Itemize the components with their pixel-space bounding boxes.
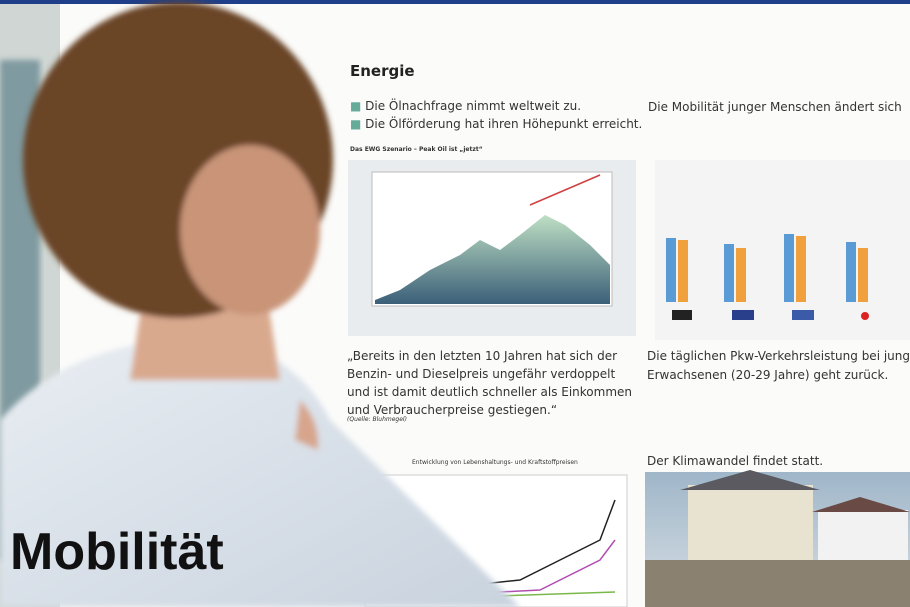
bullet-text: Die Ölnachfrage nimmt weltweit zu. — [365, 99, 581, 113]
climate-heading: Der Klimawandel findet statt. — [647, 454, 823, 468]
lower-chart-title: Entwicklung von Lebenshaltungs- und Kraf… — [412, 459, 578, 466]
quote-line: Benzin- und Dieselpreis ungefähr verdopp… — [347, 365, 632, 383]
bullet: ■ Die Ölförderung hat ihren Höhepunkt er… — [350, 117, 642, 131]
quote-line: „Bereits in den letzten 10 Jahren hat si… — [347, 347, 632, 365]
house — [688, 485, 813, 560]
flood — [645, 560, 910, 607]
section-title: Energie — [350, 62, 415, 80]
bullet-text: Die Ölförderung hat ihren Höhepunkt erre… — [365, 117, 642, 131]
right-heading: Die Mobilität junger Menschen ändert sic… — [648, 100, 902, 114]
house — [818, 510, 908, 562]
top-band — [0, 0, 910, 4]
overlay-title: Mobilität — [10, 522, 224, 582]
page: Energie ■ Die Ölnachfrage nimmt weltweit… — [0, 0, 910, 607]
quote-line: und ist damit deutlich schneller als Ein… — [347, 383, 632, 401]
quote-source: (Quelle: Bluhmegel) — [347, 416, 407, 423]
chart-title: Das EWG Szenario – Peak Oil ist „jetzt“ — [350, 146, 483, 153]
right-text-line: Erwachsenen (20-29 Jahre) geht zurück. — [647, 366, 910, 385]
right-text-line: Die täglichen Pkw-Verkehrsleistung bei j… — [647, 347, 910, 366]
right-text: Die täglichen Pkw-Verkehrsleistung bei j… — [647, 347, 910, 385]
right-column: Die Mobilität junger Menschen ändert sic… — [645, 95, 910, 395]
quote: „Bereits in den letzten 10 Jahren hat si… — [347, 347, 632, 419]
bullet: ■ Die Ölnachfrage nimmt weltweit zu. — [350, 99, 581, 113]
